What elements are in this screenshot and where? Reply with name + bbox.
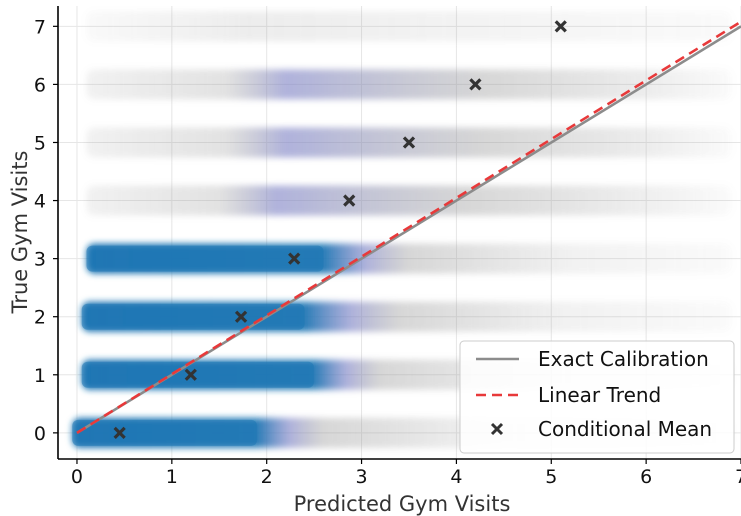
point-band-core-y2	[81, 303, 305, 330]
x-tick-label: 6	[640, 466, 652, 488]
conditional-mean-marker	[184, 368, 197, 381]
y-tick-label: 5	[34, 132, 46, 154]
conditional-mean-marker	[469, 78, 482, 91]
conditional-mean-marker	[288, 252, 301, 265]
y-tick-label: 1	[34, 365, 46, 387]
conditional-mean-markers	[113, 20, 567, 439]
reference-lines	[76, 20, 741, 434]
legend-swatch-conditional-mean	[490, 422, 504, 436]
legend-label-exact-calibration: Exact Calibration	[538, 347, 709, 371]
point-band-y6	[86, 69, 732, 100]
legend: Exact Calibration Linear Trend Condition…	[459, 340, 735, 454]
y-tick-label: 0	[34, 423, 46, 445]
y-tick-label: 7	[34, 16, 46, 38]
conditional-mean-marker	[113, 426, 126, 439]
point-band-y4	[86, 185, 732, 216]
conditional-mean-marker	[234, 310, 248, 323]
x-tick-label: 1	[166, 466, 178, 488]
x-tick-label: 7	[735, 466, 741, 488]
x-axis-label: Predicted Gym Visits	[294, 492, 511, 516]
point-band-core-y3	[86, 245, 324, 272]
conditional-mean-marker	[402, 136, 416, 149]
x-tick-label: 3	[356, 466, 368, 488]
y-tick-label: 6	[34, 74, 46, 96]
legend-box	[459, 340, 735, 454]
point-band-y7	[86, 11, 732, 42]
y-tick-label: 2	[34, 307, 46, 329]
conditional-mean-marker	[343, 194, 356, 207]
linear-trend-line	[76, 20, 741, 434]
x-tick-label: 4	[450, 466, 462, 488]
legend-label-linear-trend: Linear Trend	[538, 383, 661, 407]
tick-labels: 0 1 2 3 4 5 6 7 0 1 2 3 4 5 6 7	[34, 16, 741, 488]
x-tick-label: 0	[71, 466, 83, 488]
x-tick-label: 5	[545, 466, 557, 488]
y-tick-label: 3	[34, 249, 46, 271]
x-tick-label: 2	[261, 466, 273, 488]
legend-label-conditional-mean: Conditional Mean	[538, 417, 712, 441]
y-axis-label: True Gym Visits	[8, 151, 32, 315]
point-band-core-y1	[81, 361, 315, 388]
y-tick-label: 4	[34, 191, 46, 213]
conditional-mean-marker	[554, 20, 567, 33]
point-band-core-y0	[72, 419, 258, 446]
